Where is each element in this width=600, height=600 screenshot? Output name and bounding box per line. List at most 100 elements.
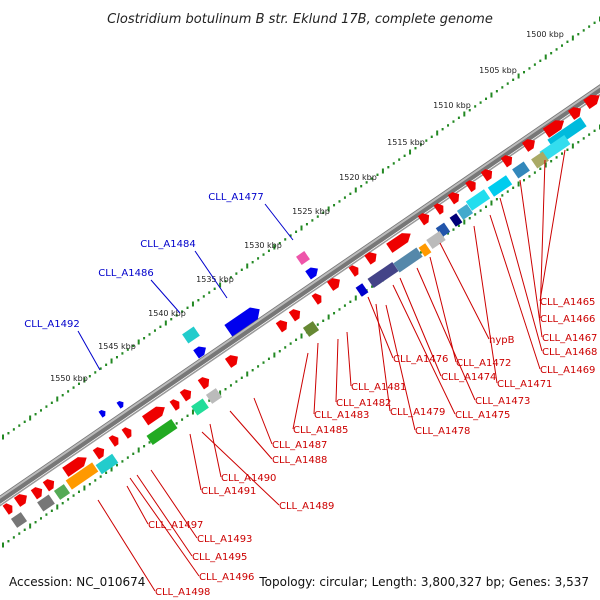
leader-line [346, 331, 352, 387]
inner-scale-tick [371, 285, 374, 288]
inner-scale-tick [447, 232, 450, 235]
outer-gene-arrow [224, 307, 260, 337]
inner-scale-tick [273, 352, 276, 358]
inner-scale-tick [506, 190, 509, 193]
inner-scale-tick [224, 388, 227, 391]
outer-scale-tick [170, 318, 173, 321]
forward-gene-arrow-shape [500, 155, 513, 168]
inner-gene-label: CLL_A1466 [540, 314, 595, 325]
forward-gene-arrow-shape [179, 389, 192, 402]
outer-gene-box [182, 326, 200, 344]
outer-scale-tick [115, 356, 118, 359]
outer-scale-tick [175, 314, 178, 317]
outer-gene-label: CLL_A1486 [98, 268, 153, 279]
outer-scale-tick [181, 310, 184, 313]
inner-gene-label: CLL_A1497 [148, 520, 203, 531]
inner-gene-label: CLL_A1474 [441, 372, 496, 383]
inner-gene-label: CLL_A1490 [221, 473, 276, 484]
reverse-strand-gene [393, 247, 423, 273]
outer-scale-tick [7, 432, 10, 435]
inner-scale-tick [452, 228, 455, 231]
inner-scale-tick [191, 409, 194, 415]
reverse-strand-gene [418, 243, 432, 257]
outer-gene-arrow [116, 400, 124, 409]
leader-line [416, 267, 476, 401]
outer-scale-tick [83, 377, 86, 383]
outer-scale-tick [251, 261, 254, 264]
reverse-strand-gene-shape [418, 243, 432, 257]
forward-gene-arrow-shape [13, 494, 27, 507]
outer-scale-tick [164, 320, 167, 326]
inner-gene-label: CLL_A1496 [199, 572, 254, 583]
outer-scale-tick [153, 329, 156, 332]
genome-summary-text: Topology: circular; Length: 3,800,327 bp… [258, 575, 589, 589]
forward-gene-arrow-shape [348, 265, 359, 277]
forward-gene-arrow-shape [521, 139, 535, 152]
outer-scale-tick [365, 181, 368, 184]
inner-scale-tick [295, 338, 298, 341]
kbp-label: 1545 kbp [98, 342, 136, 351]
inner-scale-tick [126, 456, 129, 459]
inner-scale-tick [550, 160, 553, 163]
reverse-strand-gene-shape [302, 321, 320, 337]
inner-scale-tick [300, 333, 303, 339]
outer-scale-tick [371, 177, 374, 180]
outer-scale-tick [197, 299, 200, 302]
outer-scale-tick [240, 268, 243, 271]
gene-labels: CLL_A1477 CLL_A1484 CLL_A1486 CLL_A1492 CLL_… [24, 192, 597, 598]
forward-gene-arrow [30, 487, 43, 500]
leader-line [201, 431, 280, 506]
inner-scale-tick [29, 523, 32, 529]
leader-line [150, 469, 198, 539]
outer-gene-label: CLL_A1484 [140, 239, 195, 250]
inner-scale-tick [512, 186, 515, 189]
reverse-strand-gene-shape [146, 418, 178, 446]
outer-scale-tick [360, 185, 363, 188]
inner-gene-label: CLL_A1489 [279, 501, 334, 512]
inner-scale-tick [77, 490, 80, 493]
inner-scale-tick [262, 361, 265, 364]
kbp-label: 1540 kbp [148, 309, 186, 318]
outer-scale-tick [246, 263, 249, 269]
outer-scale-tick [333, 204, 336, 207]
forward-gene-arrow [169, 399, 180, 411]
outer-scale-tick [262, 253, 265, 256]
outer-gene-arrow-shape [193, 346, 206, 359]
inner-gene-label: CLL_A1479 [390, 407, 445, 418]
kbp-label: 1525 kbp [292, 207, 330, 216]
outer-scale-tick [517, 73, 520, 79]
reverse-strand-gene [191, 398, 209, 416]
outer-scale-tick [202, 295, 205, 298]
reverse-strand-gene [539, 134, 571, 162]
outer-gene-arrow [193, 346, 206, 359]
outer-scale-tick [289, 234, 292, 237]
inner-gene-label: CLL_A1487 [272, 440, 327, 451]
forward-gene-arrow [521, 139, 535, 152]
leader-line [429, 256, 457, 363]
inner-scale-tick [517, 181, 520, 187]
reverse-strand-gene-shape [456, 204, 474, 220]
reverse-strand-gene [10, 512, 28, 528]
inner-scale-tick [333, 312, 336, 315]
leader-line [519, 179, 543, 338]
outer-scale-tick [186, 306, 189, 309]
forward-gene-arrow-shape [386, 233, 411, 253]
inner-scale-tick [105, 471, 108, 474]
forward-gene-arrow [311, 293, 322, 305]
reverse-strand-gene-shape [355, 283, 369, 297]
inner-scale-tick [490, 200, 493, 206]
inner-scale-tick [251, 369, 254, 372]
inner-gene-label: CLL_A1469 [540, 365, 595, 376]
inner-scale-tick [7, 540, 10, 543]
outer-scale-tick [143, 337, 146, 340]
reverse-strand-gene-shape [465, 189, 491, 211]
leader-line [473, 225, 498, 384]
outer-gene-arrow-shape [98, 409, 106, 418]
forward-gene-arrow [13, 494, 27, 507]
leader-line [499, 197, 543, 352]
reverse-strand-gene [435, 222, 451, 238]
outer-scale-tick [316, 215, 319, 218]
outer-scale-tick [311, 219, 314, 222]
kbp-label: 1510 kbp [433, 101, 471, 110]
forward-gene-arrow-shape [542, 120, 565, 138]
